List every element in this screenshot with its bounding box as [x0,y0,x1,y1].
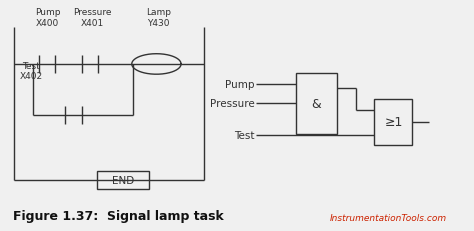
Text: END: END [112,175,134,185]
Bar [296,74,337,134]
Text: Test: Test [234,130,255,140]
Text: Test
X402: Test X402 [19,61,42,81]
Text: Figure 1.37:  Signal lamp task: Figure 1.37: Signal lamp task [13,209,224,222]
Bar [97,171,149,189]
Bar [374,99,412,146]
Text: &: & [311,97,321,110]
Text: Pressure: Pressure [210,99,255,109]
Text: InstrumentationTools.com: InstrumentationTools.com [330,213,447,222]
Text: Pump
X400: Pump X400 [35,8,60,28]
Text: Pump: Pump [225,79,255,89]
Text: Lamp
Y430: Lamp Y430 [146,8,171,28]
Text: Pressure
X401: Pressure X401 [73,8,112,28]
Text: ≥1: ≥1 [384,116,402,129]
